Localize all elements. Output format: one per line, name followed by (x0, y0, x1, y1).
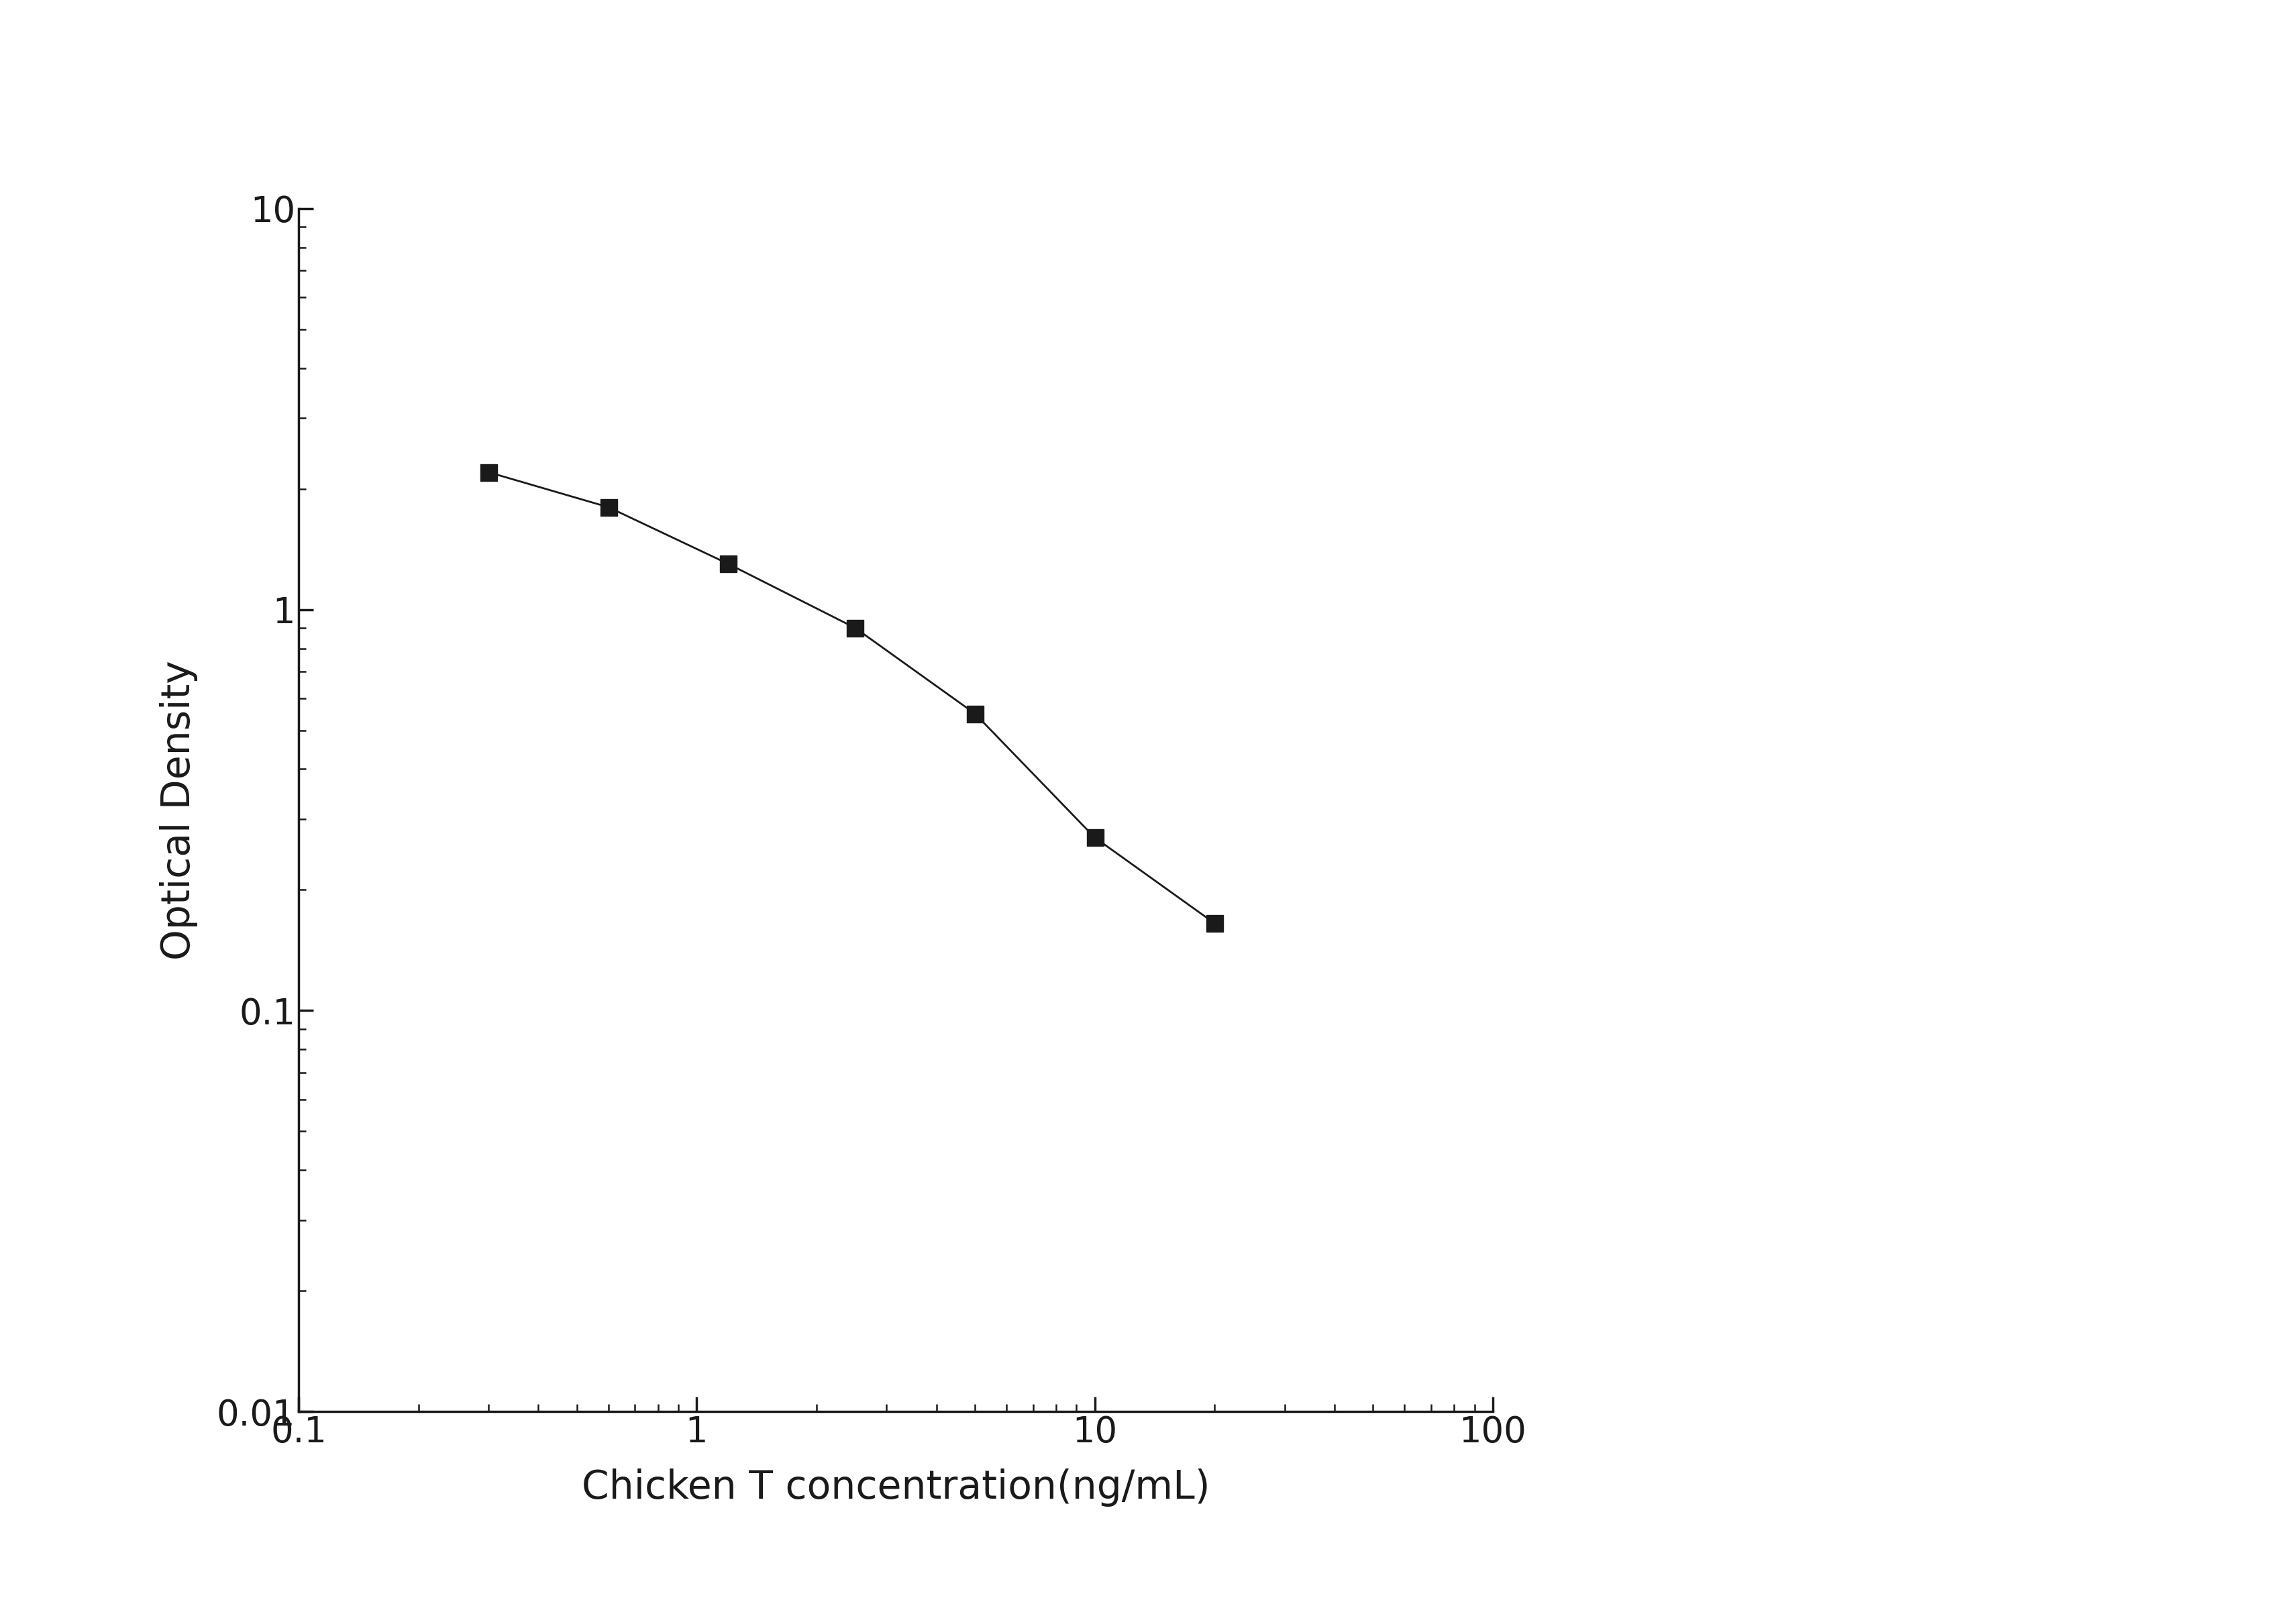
X-axis label: Chicken T concentration(ng/mL): Chicken T concentration(ng/mL) (581, 1468, 1210, 1506)
Y-axis label: Optical Density: Optical Density (158, 661, 197, 959)
